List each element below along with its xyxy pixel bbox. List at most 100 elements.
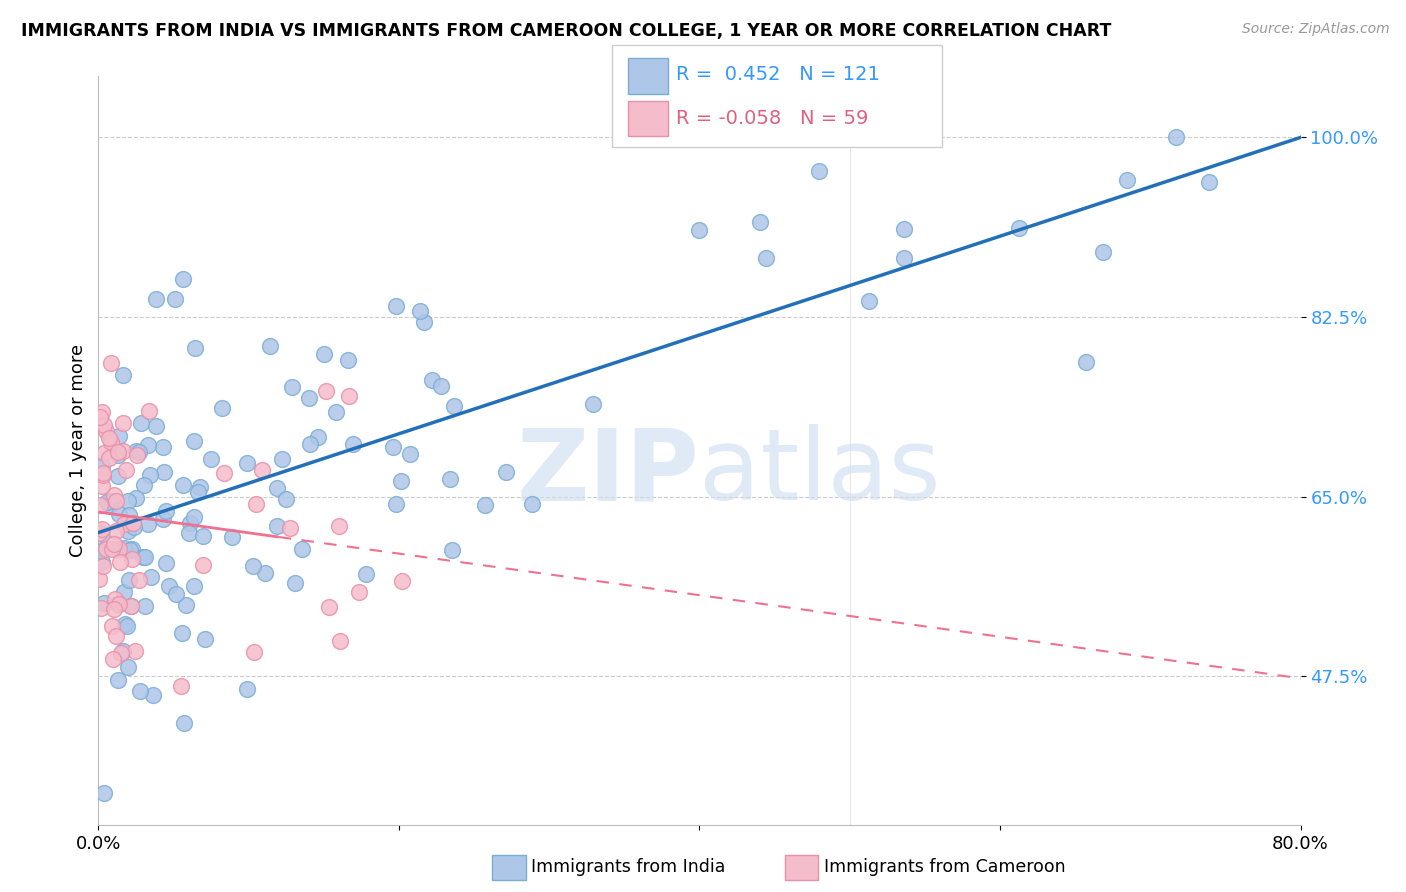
- Point: [87, 572, 110, 586]
- Text: ZIP: ZIP: [516, 425, 699, 522]
- Point: [105, 629, 128, 643]
- Text: Immigrants from Cameroon: Immigrants from Cameroon: [824, 858, 1066, 876]
- Text: R = -0.058   N = 59: R = -0.058 N = 59: [676, 109, 869, 128]
- Point: [274, 492, 297, 507]
- Point: [429, 379, 451, 393]
- Text: Immigrants from India: Immigrants from India: [531, 858, 725, 876]
- Point: [100, 356, 122, 370]
- Point: [235, 456, 257, 470]
- Point: [1198, 175, 1220, 189]
- Point: [439, 472, 461, 486]
- Text: atlas: atlas: [699, 425, 941, 522]
- Point: [412, 314, 434, 328]
- Point: [236, 681, 259, 696]
- Point: [91, 467, 114, 482]
- Point: [145, 419, 167, 434]
- Point: [107, 429, 129, 443]
- Point: [94, 541, 117, 556]
- Text: IMMIGRANTS FROM INDIA VS IMMIGRANTS FROM CAMEROON COLLEGE, 1 YEAR OR MORE CORREL: IMMIGRANTS FROM INDIA VS IMMIGRANTS FROM…: [21, 22, 1112, 40]
- Point: [138, 468, 160, 483]
- Point: [522, 497, 544, 511]
- Point: [107, 673, 129, 687]
- Point: [91, 527, 114, 541]
- Point: [748, 215, 770, 229]
- Point: [110, 646, 132, 660]
- Point: [93, 786, 115, 800]
- Point: [266, 482, 288, 496]
- Point: [115, 619, 138, 633]
- Point: [1008, 221, 1031, 235]
- Point: [152, 512, 174, 526]
- Point: [125, 448, 148, 462]
- Point: [134, 599, 156, 613]
- Point: [129, 416, 152, 430]
- Point: [155, 556, 177, 570]
- Point: [582, 396, 605, 410]
- Point: [107, 541, 129, 556]
- Point: [117, 524, 139, 538]
- Point: [163, 292, 186, 306]
- Point: [312, 346, 335, 360]
- Point: [122, 520, 145, 534]
- Point: [103, 591, 125, 606]
- Point: [107, 445, 129, 459]
- Point: [129, 683, 152, 698]
- Point: [1115, 173, 1137, 187]
- Point: [112, 516, 135, 531]
- Point: [389, 474, 412, 488]
- Point: [253, 566, 276, 580]
- Point: [271, 452, 294, 467]
- Point: [170, 680, 193, 694]
- Point: [93, 417, 115, 432]
- Point: [174, 598, 197, 612]
- Point: [138, 516, 160, 531]
- Point: [391, 574, 413, 588]
- Point: [89, 498, 111, 512]
- Point: [384, 497, 406, 511]
- Point: [1092, 244, 1115, 259]
- Point: [108, 507, 131, 521]
- Point: [120, 543, 142, 558]
- Point: [122, 516, 145, 531]
- Point: [90, 522, 112, 536]
- Point: [93, 596, 115, 610]
- Point: [808, 163, 831, 178]
- Point: [91, 459, 114, 474]
- Point: [259, 339, 281, 353]
- Point: [266, 519, 288, 533]
- Point: [342, 436, 364, 450]
- Point: [212, 467, 235, 481]
- Y-axis label: College, 1 year or more: College, 1 year or more: [69, 344, 87, 557]
- Point: [280, 380, 302, 394]
- Point: [183, 434, 205, 449]
- Point: [385, 299, 408, 313]
- Point: [243, 645, 266, 659]
- Point: [108, 556, 131, 570]
- Point: [298, 391, 321, 405]
- Point: [91, 559, 114, 574]
- Point: [111, 416, 134, 430]
- Point: [152, 441, 174, 455]
- Point: [108, 597, 131, 611]
- Point: [100, 434, 122, 449]
- Point: [157, 579, 180, 593]
- Point: [103, 488, 125, 502]
- Point: [441, 543, 464, 558]
- Point: [278, 521, 301, 535]
- Point: [284, 576, 307, 591]
- Point: [1074, 355, 1097, 369]
- Point: [194, 632, 217, 647]
- Point: [125, 491, 148, 505]
- Point: [170, 625, 193, 640]
- Point: [329, 634, 352, 648]
- Point: [114, 616, 136, 631]
- Point: [172, 271, 194, 285]
- Point: [291, 541, 314, 556]
- Point: [134, 550, 156, 565]
- Point: [132, 478, 155, 492]
- Point: [89, 410, 111, 425]
- Point: [100, 618, 122, 632]
- Point: [121, 542, 143, 557]
- Point: [111, 444, 134, 458]
- Point: [318, 599, 340, 614]
